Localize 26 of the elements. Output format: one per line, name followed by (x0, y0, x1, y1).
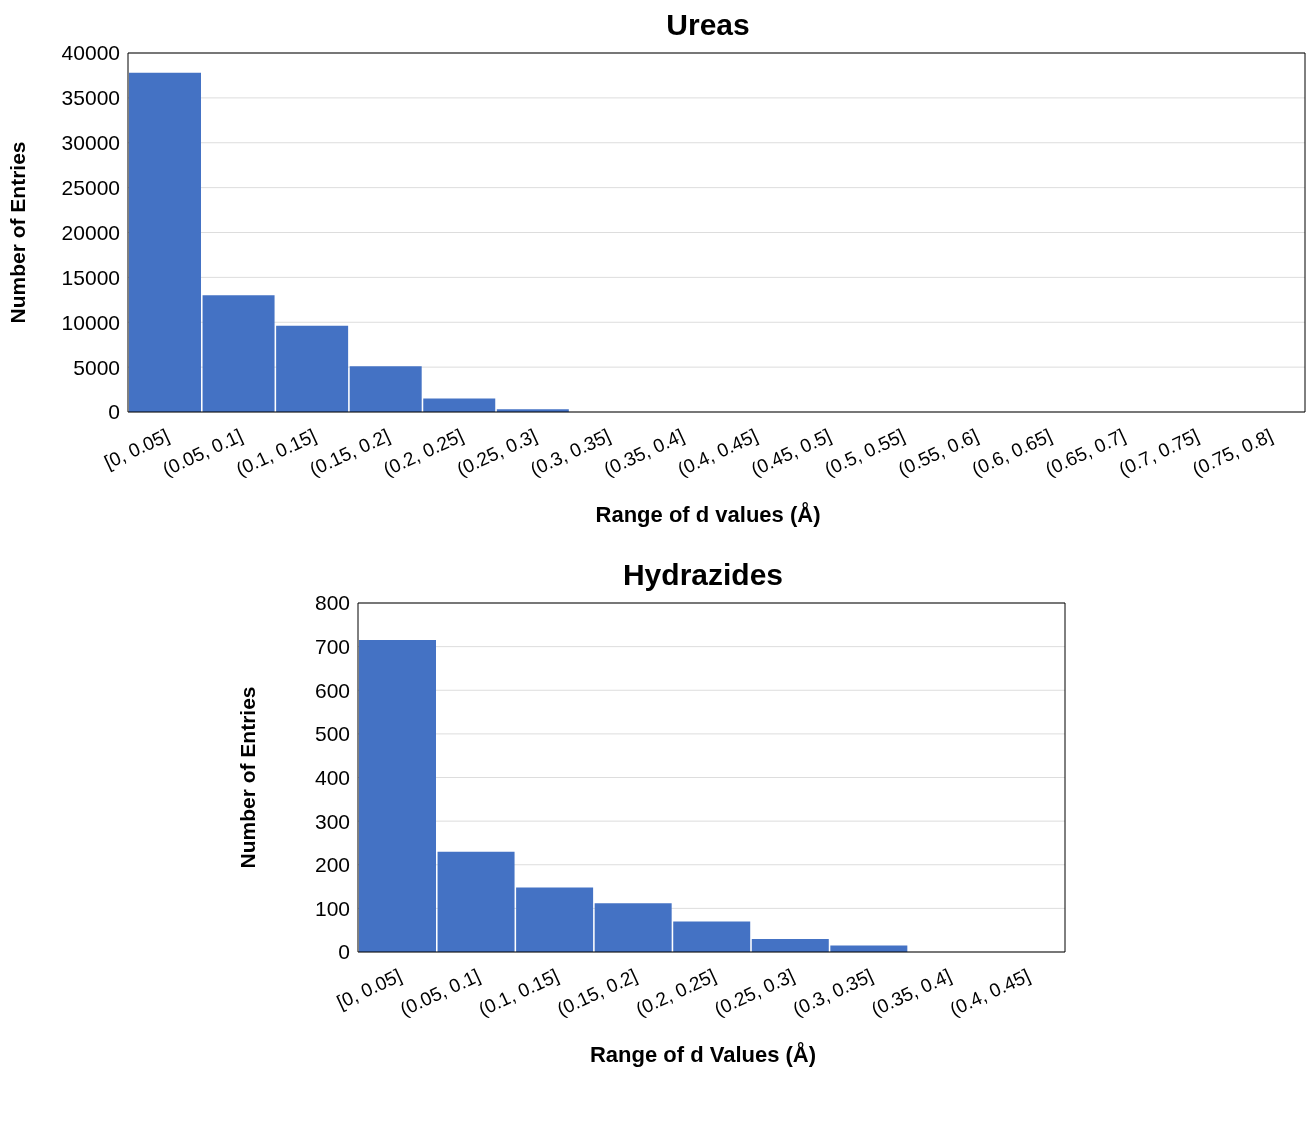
y-tick-label: 20000 (61, 220, 120, 244)
bar (359, 640, 436, 952)
y-axis-title: Number of Entries (6, 141, 30, 324)
y-tick-label: 400 (314, 765, 350, 789)
x-axis-title: Range of d Values (Å) (588, 1042, 818, 1068)
y-tick-label: 25000 (61, 176, 120, 200)
y-tick-label: 15000 (61, 265, 120, 289)
y-tick-label: 0 (338, 940, 350, 964)
y-tick-label: 800 (314, 591, 350, 615)
y-tick-label: 5000 (73, 355, 120, 379)
y-axis-title: Number of Entries (236, 686, 260, 869)
chart-title: Ureas (665, 8, 751, 42)
y-tick-label: 500 (314, 722, 350, 746)
chart-title: Hydrazides (621, 558, 785, 592)
x-axis-title: Range of d values (Å) (594, 502, 822, 528)
y-tick-label: 30000 (61, 131, 120, 155)
y-tick-label: 700 (314, 635, 350, 659)
bar (129, 72, 201, 412)
y-tick-label: 300 (314, 809, 350, 833)
y-tick-label: 35000 (61, 86, 120, 110)
y-tick-label: 600 (314, 678, 350, 702)
y-tick-label: 100 (314, 896, 350, 920)
y-tick-label: 200 (314, 853, 350, 877)
y-tick-label: 40000 (61, 41, 120, 65)
y-tick-label: 10000 (61, 310, 120, 334)
y-tick-label: 0 (108, 400, 120, 424)
